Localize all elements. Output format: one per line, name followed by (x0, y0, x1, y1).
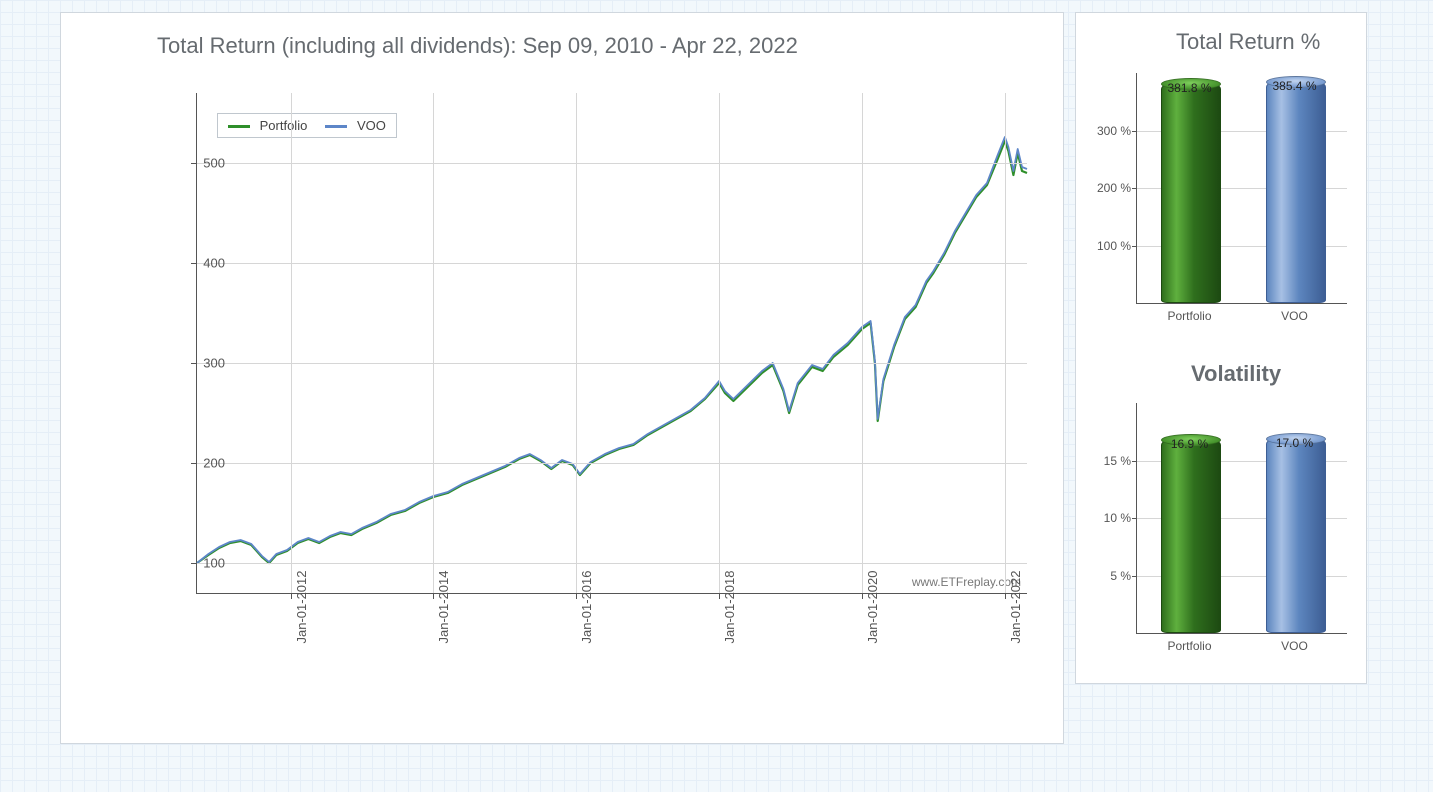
grid-line-h (197, 263, 1027, 264)
grid-line-v (433, 93, 434, 593)
sidebar-bar-panel: Total Return % 100 %200 %300 %381.8 %Por… (1075, 12, 1367, 684)
x-tick-mark (433, 593, 434, 599)
volatility-bar-voo (1266, 436, 1326, 634)
grid-line-v (576, 93, 577, 593)
volatility-bar-portfolio (1161, 437, 1221, 633)
legend-swatch-portfolio (228, 125, 250, 128)
grid-line-h (197, 563, 1027, 564)
y-tick-label: 300 (175, 356, 225, 371)
return-bar-plot: 100 %200 %300 %381.8 %Portfolio385.4 %VO… (1136, 73, 1347, 304)
volatility-bar-plot: 5 %10 %15 %16.9 %Portfolio17.0 %VOO (1136, 403, 1347, 634)
legend-swatch-voo (325, 125, 347, 128)
y-tick-mark (1132, 576, 1137, 577)
x-tick-label: Jan-01-2014 (436, 571, 451, 644)
legend-item-voo: VOO (325, 118, 386, 133)
volatility-value-label-portfolio: 16.9 % (1155, 437, 1225, 451)
x-tick-label: Jan-01-2016 (579, 571, 594, 644)
legend-label-portfolio: Portfolio (260, 118, 308, 133)
x-tick-mark (576, 593, 577, 599)
return-bar-voo (1266, 79, 1326, 303)
x-tick-label: Jan-01-2022 (1008, 571, 1023, 644)
y-tick-label: 100 (175, 556, 225, 571)
grid-line-h (197, 463, 1027, 464)
volatility-bar-title: Volatility (1191, 361, 1281, 387)
y-tick-label: 200 % (1085, 181, 1131, 195)
y-tick-mark (1132, 246, 1137, 247)
volatility-value-label-voo: 17.0 % (1260, 436, 1330, 450)
series-portfolio (197, 141, 1027, 563)
y-tick-mark (1132, 131, 1137, 132)
legend-item-portfolio: Portfolio (228, 118, 307, 133)
y-tick-mark (1132, 518, 1137, 519)
x-tick-label: Jan-01-2012 (294, 571, 309, 644)
grid-line-v (862, 93, 863, 593)
y-tick-label: 400 (175, 256, 225, 271)
x-tick-label: Jan-01-2020 (865, 571, 880, 644)
volatility-category-label-voo: VOO (1260, 639, 1330, 653)
line-chart-legend: Portfolio VOO (217, 113, 397, 138)
x-tick-mark (1005, 593, 1006, 599)
x-tick-mark (291, 593, 292, 599)
grid-line-h (197, 163, 1027, 164)
return-category-label-voo: VOO (1260, 309, 1330, 323)
x-tick-label: Jan-01-2018 (722, 571, 737, 644)
grid-line-v (1005, 93, 1006, 593)
y-tick-label: 100 % (1085, 239, 1131, 253)
y-tick-label: 500 (175, 156, 225, 171)
y-tick-mark (1132, 461, 1137, 462)
y-tick-label: 200 (175, 456, 225, 471)
x-tick-mark (719, 593, 720, 599)
return-bar-title: Total Return % (1176, 29, 1320, 55)
total-return-line-panel: Total Return (including all dividends): … (60, 12, 1064, 744)
y-tick-label: 15 % (1085, 454, 1131, 468)
series-voo (197, 137, 1027, 563)
y-tick-mark (1132, 188, 1137, 189)
return-value-label-voo: 385.4 % (1260, 79, 1330, 93)
y-tick-label: 300 % (1085, 124, 1131, 138)
line-chart-title: Total Return (including all dividends): … (157, 33, 798, 59)
line-chart-svg (197, 93, 1027, 593)
x-tick-mark (862, 593, 863, 599)
grid-line-h (197, 363, 1027, 364)
return-value-label-portfolio: 381.8 % (1155, 81, 1225, 95)
legend-label-voo: VOO (357, 118, 386, 133)
grid-line-v (291, 93, 292, 593)
volatility-category-label-portfolio: Portfolio (1155, 639, 1225, 653)
line-chart-plot-area: Portfolio VOO www.ETFreplay.com (196, 93, 1027, 594)
y-tick-label: 10 % (1085, 511, 1131, 525)
return-bar-portfolio (1161, 81, 1221, 303)
return-category-label-portfolio: Portfolio (1155, 309, 1225, 323)
grid-line-v (719, 93, 720, 593)
y-tick-label: 5 % (1085, 569, 1131, 583)
